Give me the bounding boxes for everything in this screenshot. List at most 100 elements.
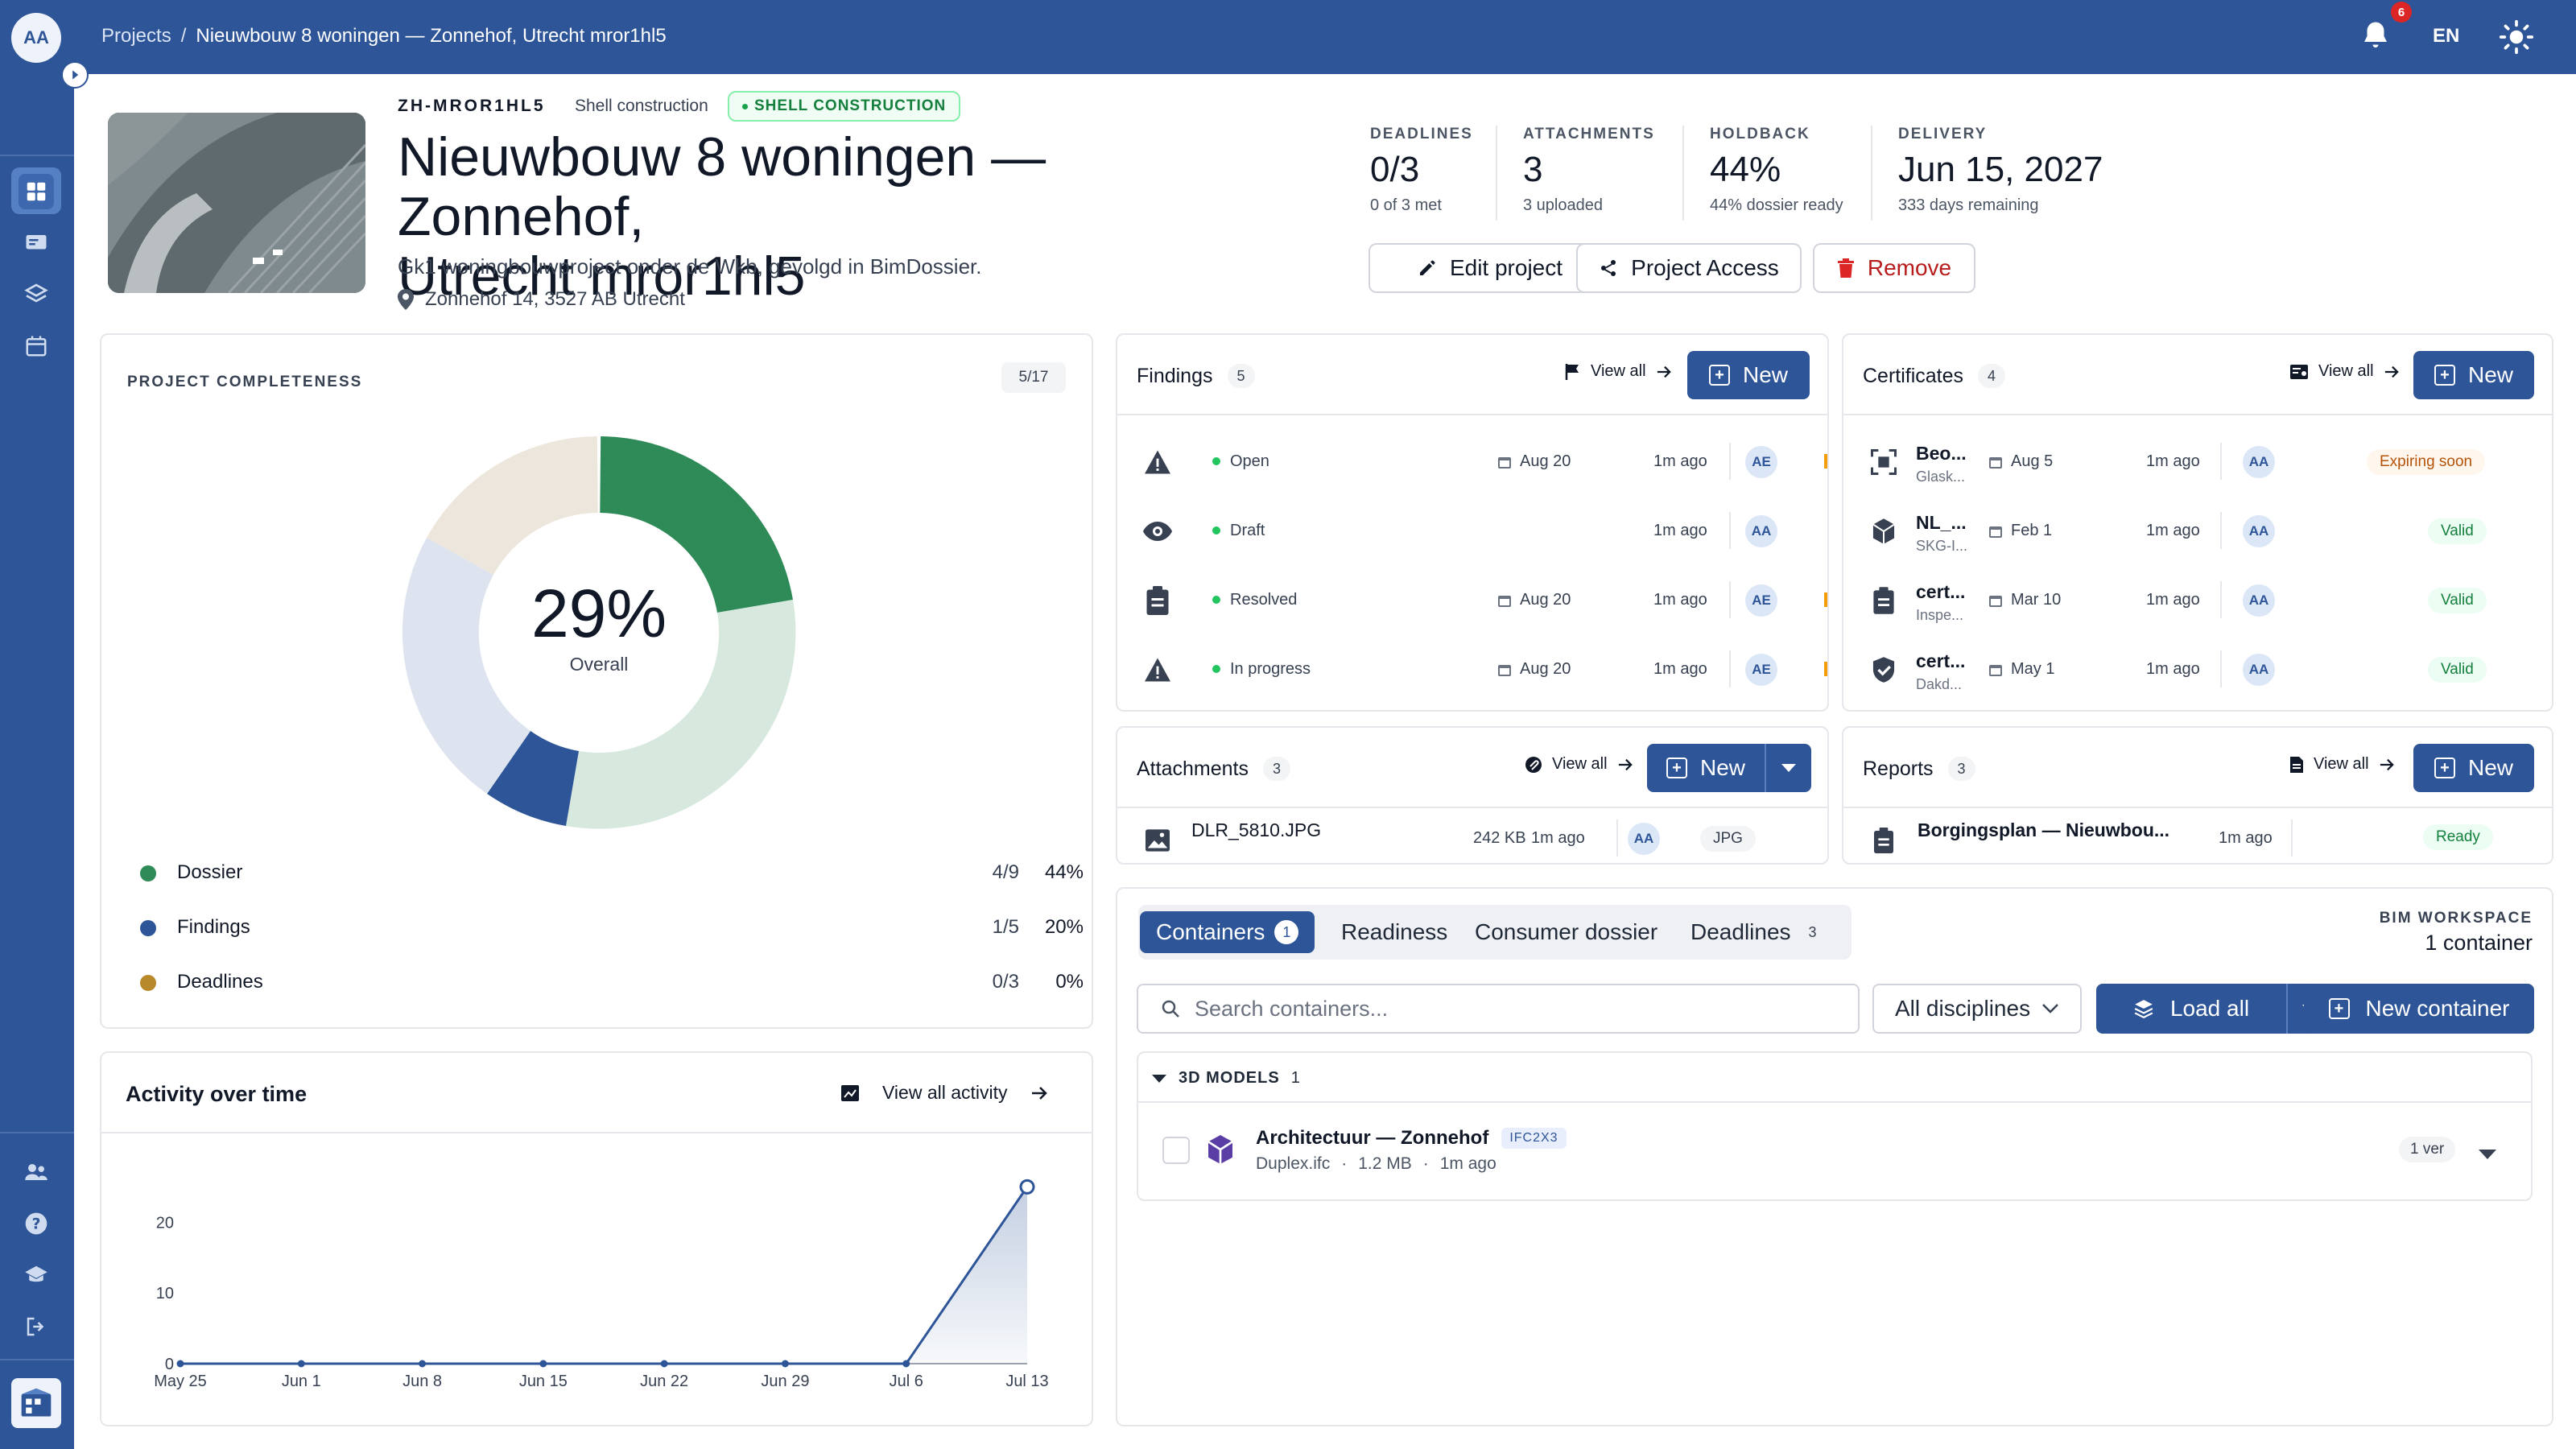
phase-status-badge: SHELL CONSTRUCTION bbox=[728, 91, 961, 122]
new-certificate-button[interactable]: + New bbox=[2413, 351, 2534, 399]
certificate-name: cert... bbox=[1916, 650, 1966, 671]
row-divider bbox=[2220, 581, 2222, 618]
finding-row[interactable]: Draft 1m ago AA bbox=[1117, 496, 1827, 565]
certificates-view-all-link[interactable]: View all bbox=[2289, 362, 2400, 381]
stat-value: Jun 15, 2027 bbox=[1898, 150, 2103, 189]
certificate-row[interactable]: Beo... Glask... Aug 5 1m ago AA Expiring… bbox=[1843, 427, 2552, 496]
x-tick-label: Jun 22 bbox=[640, 1373, 688, 1390]
certificate-updated: 1m ago bbox=[2146, 452, 2200, 470]
stat-value: 44% bbox=[1710, 150, 1781, 189]
stat-sub: 44% dossier ready bbox=[1710, 196, 1843, 214]
models-group-count: 1 bbox=[1290, 1069, 1301, 1087]
breadcrumb-projects-link[interactable]: Projects bbox=[101, 25, 171, 47]
findings-view-all-label: View all bbox=[1591, 362, 1646, 380]
model-format-badge: IFC2X3 bbox=[1501, 1128, 1567, 1149]
activity-card: Activity over time View all activity 0 10… bbox=[100, 1051, 1093, 1426]
tab-deadlines[interactable]: Deadlines 3 bbox=[1690, 911, 1825, 953]
tab-readiness[interactable]: Readiness bbox=[1341, 911, 1447, 953]
academy-icon[interactable] bbox=[19, 1257, 54, 1293]
model-size: 1.2 MB bbox=[1358, 1154, 1412, 1173]
layers-icon[interactable] bbox=[19, 277, 54, 312]
project-description: Gk1 woningbouwproject onder de Wkb, gevo… bbox=[398, 254, 982, 279]
model-checkbox[interactable] bbox=[1162, 1137, 1190, 1164]
users-icon[interactable] bbox=[19, 1154, 54, 1190]
sun-icon[interactable] bbox=[2499, 19, 2534, 55]
plus-icon: + bbox=[2434, 758, 2455, 778]
finding-status: Draft bbox=[1230, 522, 1265, 539]
certificate-name: Beo... bbox=[1916, 443, 1967, 464]
finding-date-text: Aug 20 bbox=[1520, 660, 1571, 678]
report-row[interactable]: Borgingsplan — Nieuwbou... 1m ago Ready bbox=[1843, 808, 2552, 863]
models-group-title: 3D MODELS 1 bbox=[1151, 1069, 1301, 1088]
finding-due-date: Aug 20 bbox=[1497, 591, 1571, 613]
dashboard-icon[interactable] bbox=[19, 174, 54, 209]
certificates-card-header: Certificates 4 View all + New bbox=[1843, 335, 2552, 415]
clipboard-icon bbox=[1141, 584, 1174, 617]
certificate-row[interactable]: cert... Dakd... May 1 1m ago AA Valid bbox=[1843, 634, 2552, 704]
finding-date-text: Aug 20 bbox=[1520, 591, 1571, 609]
assignee-avatar: AA bbox=[1745, 515, 1777, 547]
finding-row[interactable]: In progress Aug 20 1m ago AE bbox=[1117, 634, 1827, 704]
app-logo bbox=[11, 1378, 61, 1428]
tab-consumer-dossier[interactable]: Consumer dossier bbox=[1475, 911, 1657, 953]
tab-containers[interactable]: Containers 1 bbox=[1140, 911, 1315, 953]
arrow-right-icon bbox=[2380, 758, 2394, 770]
calendar-icon[interactable] bbox=[19, 328, 54, 364]
project-completeness-card: PROJECT COMPLETENESS 5/17 29% Overall Do… bbox=[100, 333, 1093, 1029]
model-file: Duplex.ifc bbox=[1256, 1154, 1331, 1173]
caret-down-icon bbox=[1781, 764, 1796, 772]
discipline-select[interactable]: All disciplines bbox=[1872, 984, 2082, 1034]
top-bar: AA Projects / Nieuwbouw 8 woningen — Zonne… bbox=[0, 0, 2576, 74]
view-all-activity-link[interactable]: View all activity bbox=[840, 1082, 1048, 1104]
report-name: Borgingsplan — Nieuwbou... bbox=[1918, 819, 2170, 840]
logout-icon[interactable] bbox=[19, 1309, 54, 1344]
new-report-button[interactable]: + New bbox=[2413, 744, 2534, 792]
help-icon[interactable]: ? bbox=[19, 1206, 54, 1241]
caret-down-icon bbox=[1152, 1074, 1166, 1083]
findings-view-all-link[interactable]: View all bbox=[1565, 362, 1672, 381]
user-avatar[interactable]: AA bbox=[11, 13, 61, 63]
attachments-view-all-label: View all bbox=[1552, 755, 1608, 773]
meta-sep: · bbox=[1422, 1154, 1429, 1173]
attachment-row[interactable]: DLR_5810.JPG 242 KB 1m ago AA JPG bbox=[1117, 808, 1827, 863]
language-switcher[interactable]: EN bbox=[2433, 25, 2460, 47]
assignee-avatar: AE bbox=[1745, 654, 1777, 686]
certificate-row[interactable]: cert... Inspe... Mar 10 1m ago AA Valid bbox=[1843, 565, 2552, 634]
row-divider bbox=[2220, 443, 2222, 480]
new-container-button[interactable]: + New container bbox=[2304, 984, 2534, 1034]
certificate-row[interactable]: NL_... SKG-I... Feb 1 1m ago AA Valid bbox=[1843, 496, 2552, 565]
new-report-label: New bbox=[2467, 755, 2513, 780]
certificate-date: Feb 1 bbox=[1988, 522, 2052, 543]
expand-model-button[interactable] bbox=[2478, 1143, 2497, 1166]
certificate-updated: 1m ago bbox=[2146, 660, 2200, 678]
finding-row[interactable]: Open Aug 20 1m ago AE bbox=[1117, 427, 1827, 496]
attachments-view-all-link[interactable]: View all bbox=[1525, 755, 1633, 774]
project-access-button[interactable]: Project Access bbox=[1576, 243, 1802, 293]
stat-delivery: DELIVERY Jun 15, 2027 333 days remaining bbox=[1898, 126, 2103, 221]
search-containers-input[interactable]: Search containers... bbox=[1137, 984, 1860, 1034]
models-group-label: 3D MODELS bbox=[1179, 1069, 1280, 1087]
models-group-header[interactable]: 3D MODELS 1 bbox=[1138, 1053, 2531, 1103]
meta-sep: · bbox=[1341, 1154, 1348, 1173]
load-all-button[interactable]: Load all bbox=[2096, 984, 2286, 1034]
remove-project-button[interactable]: Remove bbox=[1813, 243, 1975, 293]
new-attachment-button[interactable]: + New bbox=[1647, 744, 1765, 792]
x-tick-label: Jul 13 bbox=[1005, 1373, 1048, 1390]
certificate-date: Mar 10 bbox=[1988, 591, 2061, 613]
messages-icon[interactable] bbox=[19, 225, 54, 261]
edit-project-button[interactable]: Edit project bbox=[1368, 243, 1612, 293]
bell-icon[interactable] bbox=[2359, 19, 2392, 53]
attachment-options-dropdown[interactable] bbox=[1765, 744, 1811, 792]
new-finding-button[interactable]: + New bbox=[1687, 351, 1810, 399]
new-container-label: New container bbox=[2365, 996, 2510, 1021]
legend-dot bbox=[140, 975, 156, 991]
tab-consumer-dossier-label: Consumer dossier bbox=[1475, 919, 1658, 944]
finding-row[interactable]: Resolved Aug 20 1m ago AE bbox=[1117, 565, 1827, 634]
sidebar-toggle-button[interactable] bbox=[61, 61, 89, 89]
reports-view-all-link[interactable]: View all bbox=[2289, 755, 2395, 774]
model-title[interactable]: Architectuur — Zonnehof IFC2X3 bbox=[1256, 1127, 1567, 1150]
assignee-avatar: AE bbox=[1745, 446, 1777, 478]
trash-icon bbox=[1837, 258, 1854, 278]
finding-status: Resolved bbox=[1230, 591, 1298, 609]
map-pin-icon bbox=[398, 289, 414, 310]
